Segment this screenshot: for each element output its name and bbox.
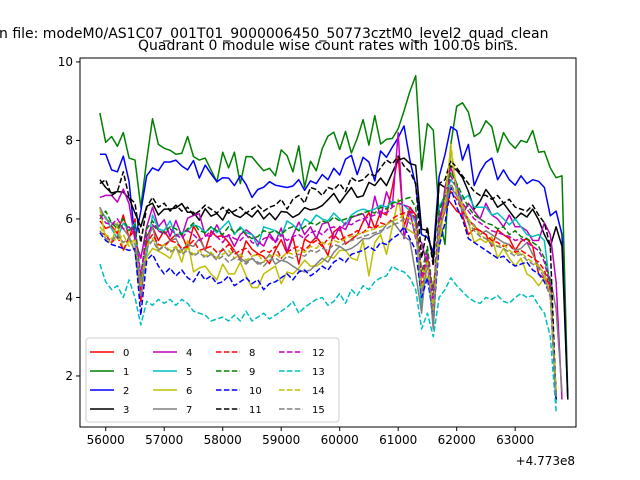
series-line-15 — [99, 182, 557, 396]
x-tick-label: 60000 — [321, 433, 359, 447]
series-lines — [99, 74, 569, 412]
legend-label-7: 7 — [186, 405, 192, 416]
y-tick-label: 6 — [65, 212, 73, 226]
series-line-13 — [99, 263, 557, 412]
legend-label-10: 10 — [249, 386, 262, 397]
legend-label-15: 15 — [312, 405, 325, 416]
legend-label-3: 3 — [123, 405, 129, 416]
series-line-7 — [99, 186, 563, 392]
series-line-9 — [99, 171, 557, 396]
series-line-5 — [99, 178, 557, 404]
series-line-2 — [99, 125, 569, 400]
legend-label-13: 13 — [312, 367, 325, 378]
legend-frame — [85, 337, 340, 423]
legend-label-6: 6 — [186, 386, 192, 397]
y-tick-label: 8 — [65, 133, 73, 147]
series-line-11 — [99, 155, 557, 400]
series-line-10 — [99, 186, 557, 400]
y-tick-label: 10 — [58, 55, 73, 69]
x-offset-label: +4.773e8 — [516, 454, 575, 468]
legend-label-12: 12 — [312, 348, 325, 359]
series-line-12 — [99, 175, 557, 396]
legend-label-9: 9 — [249, 367, 255, 378]
series-line-4 — [99, 131, 563, 400]
chart-suptitle: n file: modeM0/AS1C07_001T01_9000006450_… — [0, 26, 548, 42]
x-tick-label: 58000 — [204, 433, 242, 447]
legend-label-4: 4 — [186, 348, 192, 359]
plot-frame — [79, 57, 577, 428]
legend-label-2: 2 — [123, 386, 129, 397]
legend-label-11: 11 — [249, 405, 262, 416]
y-tick-label: 2 — [65, 369, 73, 383]
chart-title: Quadrant 0 module wise count rates with … — [138, 38, 518, 54]
x-tick-label: 63000 — [496, 433, 534, 447]
legend-label-1: 1 — [123, 367, 129, 378]
series-line-3 — [99, 157, 569, 400]
x-tick-label: 56000 — [87, 433, 125, 447]
legend-label-0: 0 — [123, 348, 129, 359]
series-line-8 — [99, 190, 557, 396]
axis-ticks: 56000 57000 58000 59000 60000 61000 62000 63000… — [58, 55, 535, 447]
legend-label-5: 5 — [186, 367, 192, 378]
x-tick-label: 61000 — [379, 433, 417, 447]
y-tick-label: 4 — [65, 290, 73, 304]
x-tick-label: 62000 — [438, 433, 476, 447]
series-line-1 — [99, 74, 569, 396]
x-tick-label: 59000 — [262, 433, 300, 447]
x-tick-label: 57000 — [145, 433, 183, 447]
legend-label-14: 14 — [312, 386, 325, 397]
legend-label-8: 8 — [249, 348, 255, 359]
series-line-14 — [99, 143, 557, 392]
